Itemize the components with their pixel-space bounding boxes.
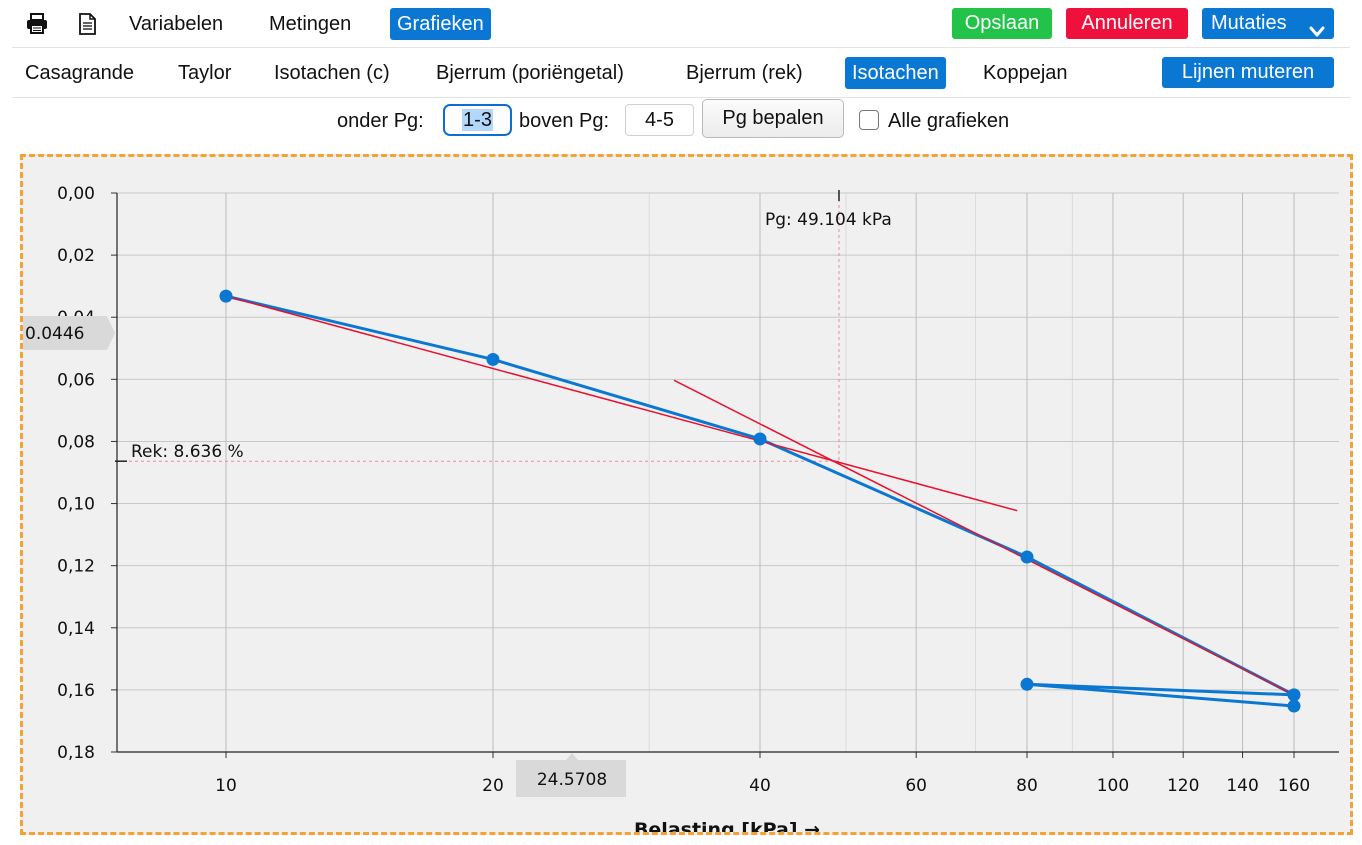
printer-icon[interactable] (24, 11, 50, 37)
data-point[interactable] (1287, 699, 1301, 713)
data-point[interactable] (1020, 550, 1034, 564)
x-tick-label: 80 (1016, 776, 1038, 796)
tab-bjerrum-rek[interactable]: Bjerrum (rek) (686, 62, 803, 84)
data-point[interactable] (219, 289, 233, 303)
y-tick-label: 0,06 (57, 370, 95, 390)
y-tick-label: 0,12 (57, 557, 95, 577)
y-tick-label: 0,18 (57, 743, 95, 763)
x-tick-label: 20 (482, 776, 504, 796)
chart-type-tabs: Casagrande Taylor Isotachen (c) Bjerrum … (12, 48, 1350, 98)
chart-panel: 0,000,020,040,060,080,100,120,140,160,18… (20, 154, 1353, 841)
y-tick-label: 0,16 (57, 681, 95, 701)
under-pg-label: onder Pg: (337, 110, 424, 132)
all-charts-label: Alle grafieken (888, 110, 1010, 132)
y-tick-label: 0,02 (57, 246, 95, 266)
y-tick-label: 0,14 (57, 619, 95, 639)
document-icon[interactable] (74, 11, 100, 37)
cancel-button[interactable]: Annuleren (1066, 8, 1188, 39)
tab-metingen[interactable]: Metingen (269, 13, 352, 35)
pg-controls: onder Pg: 1-3 boven Pg: 4-5 Pg bepalen A… (0, 98, 1362, 144)
y-tick-label: 0,08 (57, 432, 95, 452)
x-cursor-tooltip (516, 753, 626, 797)
y-tick-label: 0,10 (57, 495, 95, 515)
x-tick-label: 160 (1278, 776, 1310, 796)
data-point[interactable] (753, 432, 767, 446)
tab-bjerrum-poriengetal[interactable]: Bjerrum (poriëngetal) (436, 62, 624, 84)
data-point[interactable] (1287, 688, 1301, 702)
above-pg-value: 4-5 (645, 109, 674, 131)
pg-annotation: Pg: 49.104 kPa (765, 210, 892, 230)
tab-isotachen-c[interactable]: Isotachen (c) (274, 62, 390, 84)
tab-isotachen[interactable]: Isotachen (845, 57, 946, 89)
mutations-label: Mutaties (1211, 12, 1287, 34)
tab-koppejan[interactable]: Koppejan (983, 62, 1068, 84)
under-pg-value: 1-3 (462, 109, 493, 131)
y-tick-label: 0,00 (57, 184, 95, 204)
y-cursor-value: 0.0446 (25, 324, 84, 344)
x-tick-label: 40 (749, 776, 771, 796)
x-tick-label: 120 (1167, 776, 1199, 796)
y-cursor-tooltip (23, 316, 115, 350)
x-tick-label: 60 (905, 776, 927, 796)
x-tick-label: 140 (1226, 776, 1258, 796)
x-tick-label: 100 (1097, 776, 1129, 796)
above-pg-label: boven Pg: (519, 110, 610, 132)
x-tick-label: 10 (215, 776, 237, 796)
edit-lines-button[interactable]: Lijnen muteren (1162, 57, 1334, 88)
under-pg-input[interactable]: 1-3 (443, 104, 512, 136)
tab-casagrande[interactable]: Casagrande (25, 62, 134, 84)
mutations-dropdown-button[interactable]: Mutaties (1202, 8, 1334, 39)
main-toolbar: Variabelen Metingen Grafieken Opslaan An… (12, 0, 1350, 48)
tab-taylor[interactable]: Taylor (178, 62, 232, 84)
rek-annotation: Rek: 8.636 % (131, 442, 244, 462)
above-pg-input[interactable]: 4-5 (625, 104, 694, 136)
determine-pg-button[interactable]: Pg bepalen (702, 99, 844, 138)
data-point[interactable] (486, 352, 500, 366)
fit-line-above-pg (673, 379, 1295, 696)
data-point[interactable] (1020, 677, 1034, 691)
save-button[interactable]: Opslaan (952, 8, 1052, 39)
all-charts-checkbox[interactable] (859, 110, 879, 130)
fit-line-under-pg (225, 295, 1018, 512)
isotachen-chart[interactable]: 0,000,020,040,060,080,100,120,140,160,18… (23, 157, 1350, 841)
tab-variabelen[interactable]: Variabelen (129, 13, 224, 35)
chevron-down-icon (1309, 17, 1325, 48)
tab-grafieken[interactable]: Grafieken (390, 8, 491, 40)
x-cursor-value: 24.5708 (537, 770, 607, 790)
x-axis-label: Belasting [kPa] → (634, 819, 820, 832)
